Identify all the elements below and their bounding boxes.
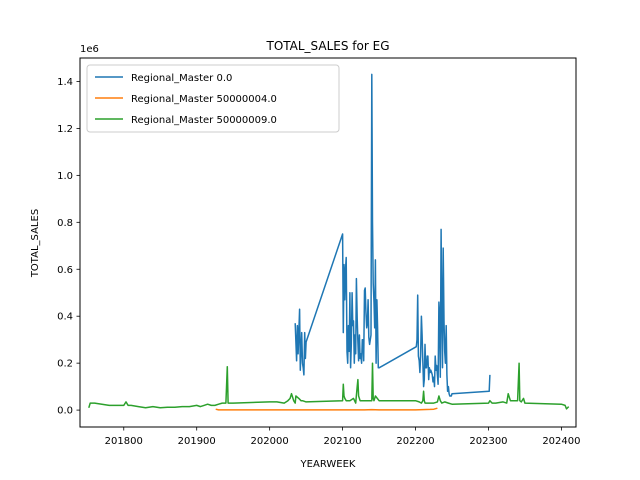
legend-label-0: Regional_Master 0.0 <box>131 73 232 84</box>
y-tick-label-1: 0.2 <box>57 359 73 370</box>
legend-box <box>86 64 340 133</box>
x-tick-label-4: 202200 <box>396 436 434 447</box>
plot-frame <box>79 57 577 428</box>
y-tick-label-6: 1.2 <box>57 124 73 135</box>
y-axis-label: TOTAL_SALES <box>30 209 41 278</box>
legend-label-2: Regional_Master 50000009.0 <box>131 115 277 126</box>
x-axis: 201800 201900 202000 202100 202200 202300 2024… <box>105 427 581 447</box>
x-tick-label-1: 201900 <box>178 436 216 447</box>
y-tick-label-5: 1.0 <box>57 171 73 182</box>
y-tick-label-0: 0.0 <box>57 406 73 417</box>
legend: Regional_Master 0.0 Regional_Master 5000… <box>86 64 340 133</box>
plot-lines <box>88 73 570 411</box>
y-axis: 0.0 0.2 0.4 0.6 0.8 1.0 1.2 1.4 <box>57 77 80 417</box>
series-line-2 <box>88 362 570 410</box>
chart-title: TOTAL_SALES for EG <box>265 39 389 53</box>
y-scale-label: 1e6 <box>80 44 99 55</box>
y-tick-label-4: 0.8 <box>57 218 73 229</box>
series-line-0 <box>294 73 491 397</box>
x-tick-label-2: 202000 <box>251 436 289 447</box>
x-tick-label-0: 201800 <box>105 436 143 447</box>
series-line-1 <box>215 407 438 411</box>
x-tick-label-5: 202300 <box>469 436 507 447</box>
x-tick-label-6: 202400 <box>542 436 580 447</box>
y-tick-label-3: 0.6 <box>57 265 73 276</box>
y-tick-label-7: 1.4 <box>57 77 73 88</box>
x-axis-label: YEARWEEK <box>300 459 356 470</box>
y-tick-label-2: 0.4 <box>57 312 73 323</box>
x-tick-label-3: 202100 <box>323 436 361 447</box>
legend-label-1: Regional_Master 50000004.0 <box>131 94 277 105</box>
